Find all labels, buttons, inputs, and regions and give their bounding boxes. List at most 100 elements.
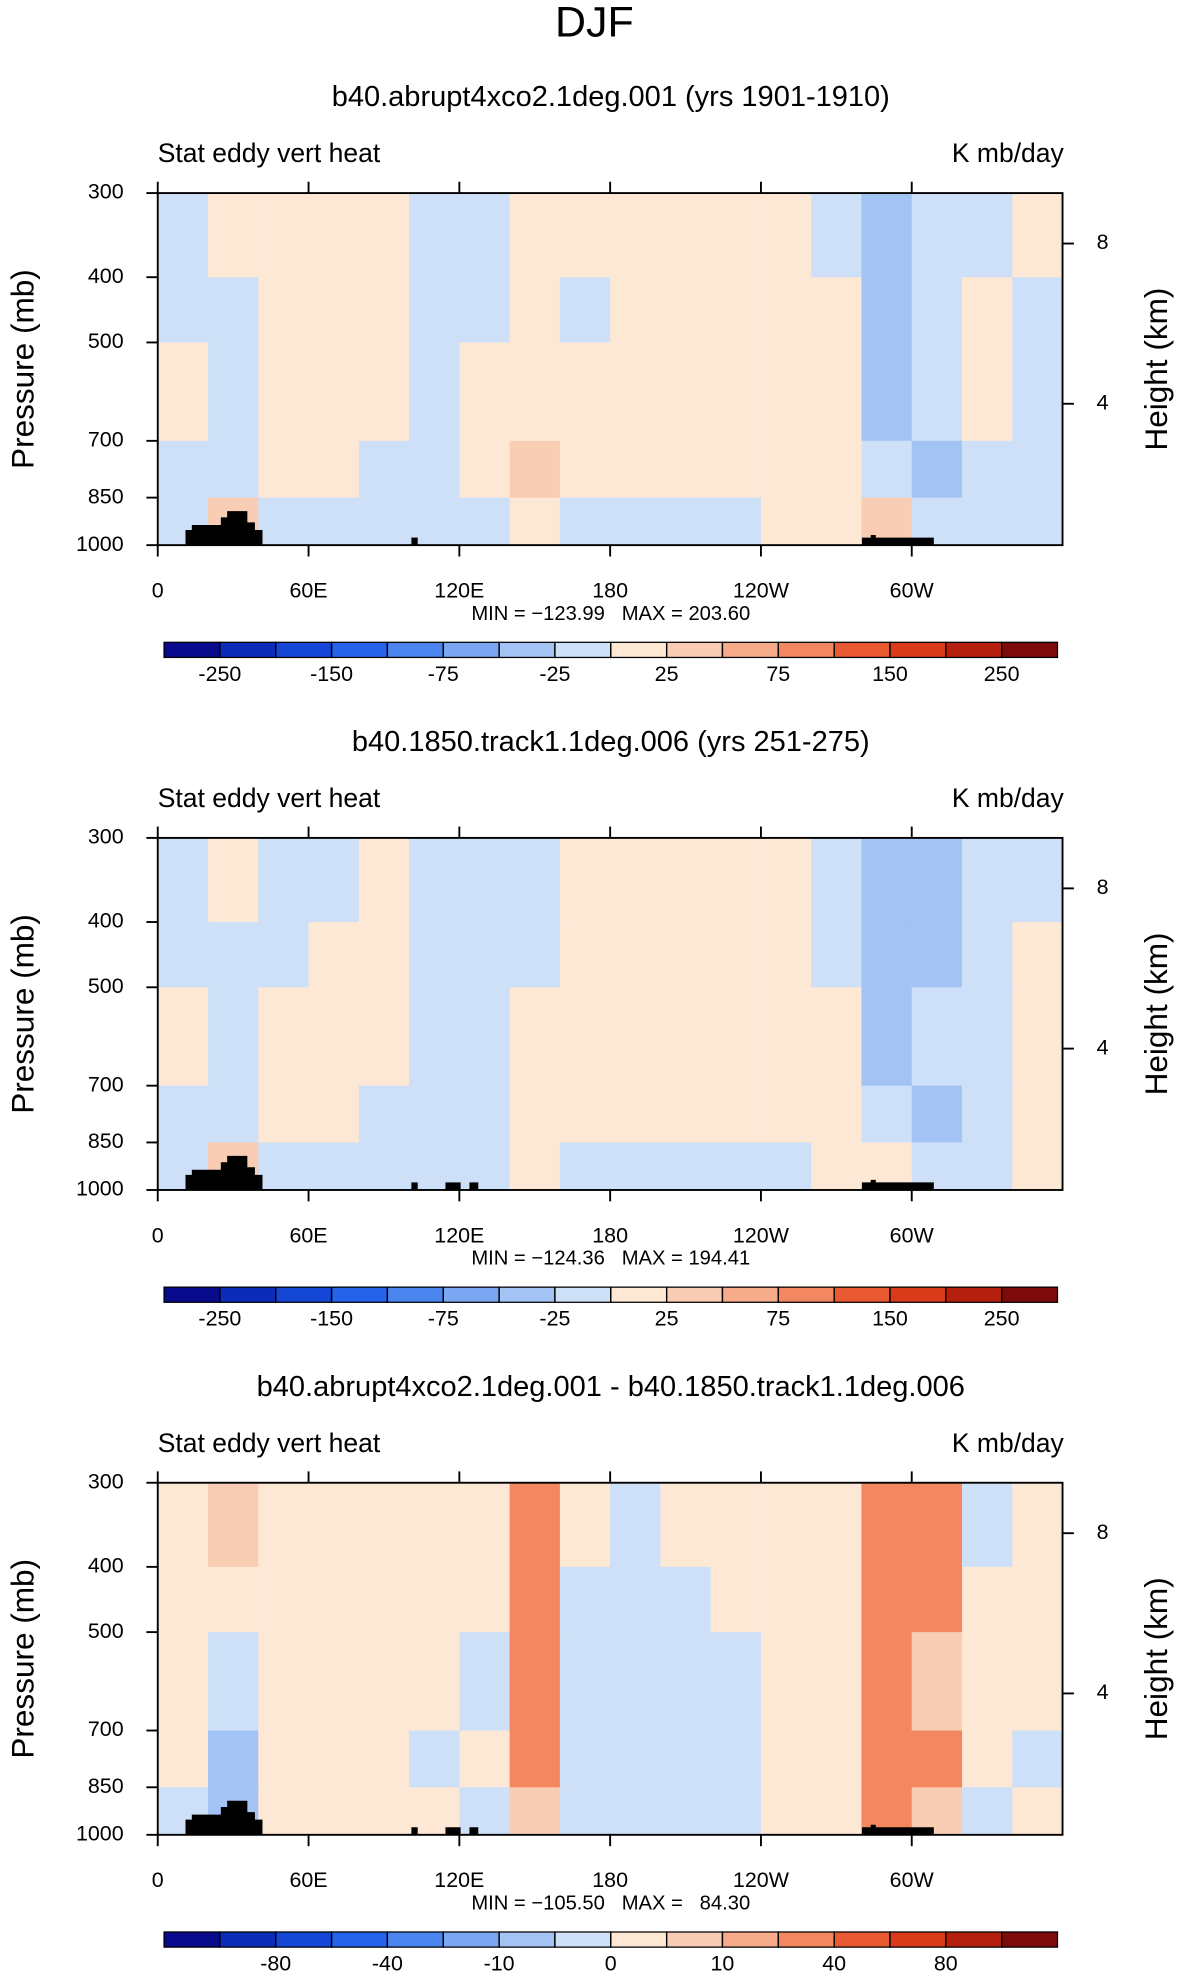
contour-cell: [1012, 1730, 1064, 1788]
contour-cell: [559, 837, 611, 923]
units: K mb/day: [952, 138, 1065, 168]
contour-cell: [509, 1085, 561, 1144]
colorbar-box: [945, 641, 1003, 659]
contour-cell: [358, 342, 410, 442]
contour-cell: [610, 1632, 662, 1732]
contour-cell: [760, 1482, 812, 1568]
contour-cell: [459, 440, 511, 499]
colorbar-box: [386, 1931, 444, 1948]
contour-cell: [308, 1566, 360, 1633]
contour-cell: [358, 440, 410, 499]
contour-cell: [409, 1566, 460, 1633]
contour-cell: [710, 987, 762, 1087]
contour-cell: [258, 342, 310, 442]
contour-cell: [911, 440, 963, 499]
x-tick-label: 120W: [733, 1868, 790, 1892]
contour-cell: [1012, 1482, 1064, 1568]
contour-cell: [459, 1566, 511, 1633]
contour-cell: [962, 1632, 1013, 1732]
contour-cell: [208, 1730, 259, 1788]
y-tick-label: 400: [88, 264, 124, 288]
contour-cell: [861, 922, 913, 988]
panel-title: b40.1850.track1.1deg.006 (yrs 251-275): [352, 726, 870, 758]
contour-cell: [157, 342, 209, 442]
contour-cell: [459, 1632, 511, 1732]
contour-cell: [861, 1632, 913, 1732]
contour-cell: [911, 1632, 963, 1732]
colorbar-box: [554, 1286, 612, 1303]
colorbar-box: [1001, 641, 1059, 659]
contour-cell: [358, 837, 410, 923]
colorbar-box: [275, 1931, 333, 1948]
colorbar-box: [1001, 1286, 1059, 1303]
y-axis-label: Pressure (mb): [5, 269, 41, 469]
suptitle: DJF: [555, 0, 634, 47]
colorbar-box: [275, 1286, 333, 1303]
contour-cell: [258, 193, 310, 278]
x-tick-label: 120W: [733, 579, 790, 603]
contour-cell: [610, 1566, 662, 1633]
contour-cell: [811, 497, 863, 546]
contour-cell: [208, 1566, 259, 1633]
x-tick-label: 60E: [289, 1868, 327, 1892]
colorbar-box: [498, 1931, 556, 1948]
contour-cell: [811, 1482, 863, 1568]
contour-cell: [1012, 1632, 1064, 1732]
y-tick-label: 300: [88, 825, 124, 849]
colorbar-box: [833, 641, 891, 659]
topography: [185, 1155, 263, 1190]
colorbar-box: [889, 1286, 947, 1303]
contour-cell: [710, 1482, 762, 1568]
contour-cell: [258, 440, 310, 499]
colorbar-box: [275, 641, 333, 659]
contour-cell: [559, 342, 611, 442]
contour-cell: [710, 1787, 762, 1836]
colorbar-tick-label: 250: [984, 1307, 1020, 1331]
colorbar-box: [945, 1286, 1003, 1303]
x-tick-label: 60E: [289, 579, 327, 603]
contour-cell: [710, 837, 762, 923]
contour-cell: [660, 1787, 712, 1836]
contour-cell: [459, 837, 511, 923]
y-tick-label: 850: [88, 1129, 124, 1153]
colorbar-box: [498, 641, 556, 659]
contour-cell: [258, 837, 310, 923]
colorbar-box: [1001, 1931, 1059, 1948]
contour-cell: [509, 277, 561, 344]
contour-cell: [358, 1482, 410, 1568]
contour-cell: [861, 193, 913, 278]
topography: [469, 1827, 479, 1835]
colorbar-box: [330, 1286, 389, 1303]
contour-cell: [157, 1730, 209, 1788]
colorbar-tick-label: 0: [605, 1951, 617, 1975]
contour-cell: [811, 342, 863, 442]
colorbar-tick-label: -150: [310, 1307, 353, 1331]
y-tick-label: 500: [88, 1619, 124, 1643]
contour-cell: [962, 497, 1013, 546]
contour-cell: [811, 193, 863, 278]
contour-cell: [157, 1085, 209, 1144]
contour-cell: [1012, 987, 1064, 1087]
contour-cell: [409, 837, 460, 923]
x-tick-label: 180: [592, 1868, 628, 1892]
x-tick-label: 0: [152, 1868, 164, 1892]
contour-cell: [157, 922, 209, 988]
contour-cell: [811, 837, 863, 923]
y2-tick-label: 8: [1097, 875, 1109, 899]
colorbar-box: [610, 641, 668, 659]
colorbar-tick-label: 80: [934, 1951, 958, 1975]
colorbar-box: [163, 1286, 221, 1303]
contour-cell: [710, 1085, 762, 1144]
y2-tick-label: 4: [1097, 1035, 1109, 1059]
colorbar-box: [163, 641, 221, 659]
contour-cell: [660, 922, 712, 988]
contour-cell: [409, 1085, 460, 1144]
contour-cell: [660, 837, 712, 923]
contour-cell: [911, 837, 963, 923]
contour-cell: [760, 193, 812, 278]
contour-cell: [559, 440, 611, 499]
contour-cell: [308, 1085, 360, 1144]
contour-cell: [157, 193, 209, 278]
contour-cell: [459, 1085, 511, 1144]
contour-cell: [559, 1142, 611, 1191]
